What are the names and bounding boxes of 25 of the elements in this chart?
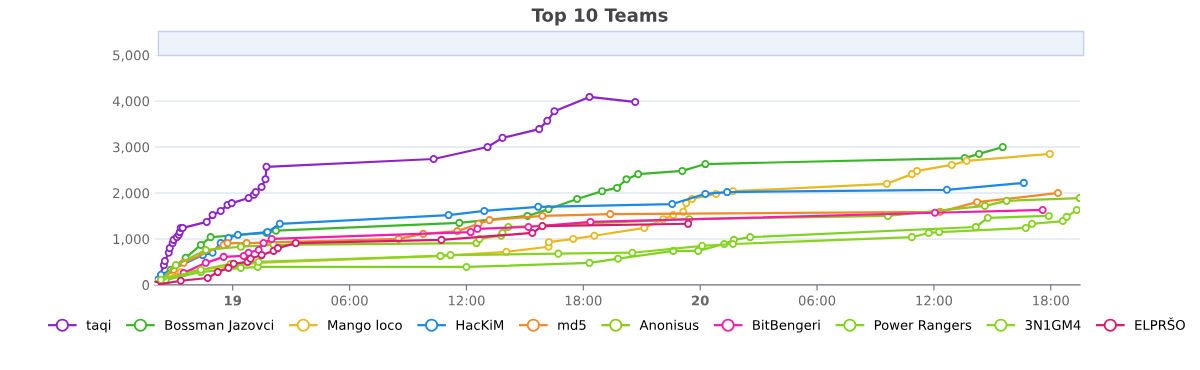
chart-title: Top 10 Teams bbox=[531, 8, 668, 26]
legend-label: Mango loco bbox=[328, 319, 402, 333]
legend-label: HacKiM bbox=[456, 319, 504, 330]
y-tick-label: 4,000 bbox=[112, 96, 150, 108]
x-tick-label: 06:00 bbox=[798, 295, 836, 306]
legend-label: 3N1GM4 bbox=[1025, 319, 1081, 330]
x-tick-label: 18:00 bbox=[565, 295, 602, 306]
x-tick-label: 12:00 bbox=[448, 295, 485, 306]
legend-label: BitBengeri bbox=[753, 319, 820, 333]
x-tick-label: 18:00 bbox=[1033, 295, 1069, 306]
y-tick-label: 0 bbox=[142, 280, 150, 291]
legend-label: md5 bbox=[558, 319, 586, 330]
y-tick-label: 5,000 bbox=[113, 50, 150, 62]
legend-label: Bossman Jazovci bbox=[165, 319, 274, 333]
x-tick-label: 20 bbox=[692, 295, 709, 306]
legend-label: Power Rangers bbox=[874, 320, 972, 333]
y-tick-label: 1,000 bbox=[113, 234, 150, 246]
y-tick-label: 2,000 bbox=[113, 188, 150, 200]
legend-label: Anonisus bbox=[639, 319, 699, 330]
legend-label: ELPRŠO bbox=[1135, 317, 1185, 330]
x-tick-label: 12:00 bbox=[916, 295, 953, 306]
y-tick-label: 3,000 bbox=[113, 142, 150, 154]
legend-label: taqi bbox=[86, 319, 111, 333]
x-tick-label: 06:00 bbox=[331, 295, 368, 306]
x-tick-label: 19 bbox=[225, 295, 242, 306]
